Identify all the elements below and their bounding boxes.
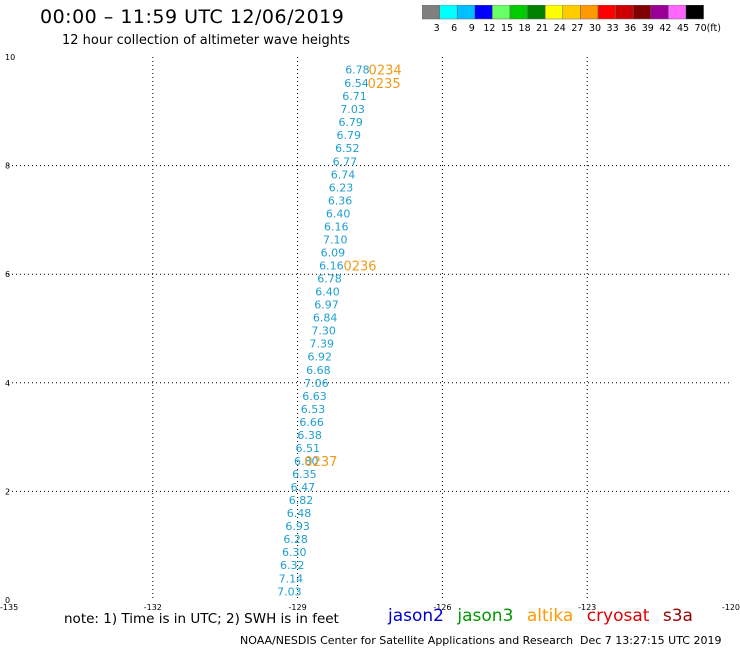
wave-height-point: 6.84 [313,312,338,325]
color-scale-label: 70 [695,23,707,34]
color-scale-swatch [685,5,704,20]
x-tick-label: -126 [433,603,451,612]
color-scale-label: 33 [607,23,619,34]
wave-height-point: 7.03 [277,585,302,598]
x-tick-label: -135 [0,603,18,612]
wave-height-point: 6.54 [344,77,369,90]
color-scale-legend: 3 6 9 12 15 18 21 24 27 30 33 36 39 42 45 70 (ft) [422,5,721,34]
x-tick-label: -120 [722,603,740,612]
wave-height-point: 6.32 [280,559,305,572]
color-scale-label: 45 [677,23,689,34]
wave-height-point: 6.38 [297,429,322,442]
wave-height-point: 6.71 [342,90,367,103]
wave-height-point: 6.68 [306,364,331,377]
x-tick-label: -132 [144,603,162,612]
y-tick-label: 6 [5,270,10,279]
satellite-legend: jason2 jason3 altika cryosat s3a [388,606,701,626]
footnote: note: 1) Time is in UTC; 2) SWH is in fe… [64,611,339,627]
color-scale-label: 18 [519,23,531,34]
wave-height-point: 6.79 [338,116,363,129]
wave-height-point: 6.93 [285,520,310,533]
satellite-cryosat: cryosat [586,606,650,626]
y-tick-label: 4 [5,379,10,388]
color-scale-label: 15 [501,23,513,34]
wave-height-point: 6.77 [333,155,358,168]
wave-height-point: 6.97 [314,299,339,312]
wave-height-point: 6.40 [315,286,340,299]
color-scale-label: 12 [483,23,495,34]
wave-height-point: 6.66 [299,416,324,429]
time-label: 0236 [343,260,376,275]
wave-height-point: 7.39 [309,338,334,351]
wave-height-point: 6.53 [301,403,326,416]
wave-height-point: 6.35 [292,468,317,481]
wave-height-point: 7.03 [340,103,365,116]
color-scale-label: 42 [659,23,671,34]
wave-height-point: 6.78 [345,63,370,76]
wave-height-point: 6.09 [321,246,346,259]
wave-height-point: 6.82 [289,494,314,507]
color-scale-label: 21 [536,23,548,34]
wave-height-point: 7.14 [279,572,304,585]
wave-height-point: 6.47 [291,481,316,494]
wave-height-point: 6.48 [287,507,312,520]
y-tick-label: 0 [5,596,10,605]
wave-height-point: 6.51 [295,442,320,455]
wave-height-point: 6.36 [328,194,353,207]
wave-height-point: 6.52 [335,142,360,155]
wave-height-point: 7.30 [311,325,336,338]
satellite-jason2: jason2 [388,606,444,626]
wave-height-point: 6.78 [317,273,342,286]
color-scale-label: 6 [451,23,457,34]
wave-height-point: 6.79 [337,129,362,142]
y-tick-label: 8 [5,162,10,171]
x-tick-label: -129 [289,603,307,612]
color-scale-label: 9 [469,23,475,34]
time-label: 0234 [369,63,402,78]
wave-height-point: 6.16 [324,220,349,233]
wave-height-point: 6.23 [329,181,354,194]
chart-title: 00:00 – 11:59 UTC 12/06/2019 [40,6,345,28]
satellite-s3a: s3a [662,606,693,626]
wave-height-point: 6.40 [326,207,351,220]
y-tick-label: 10 [5,53,15,62]
time-label: 0237 [304,455,337,470]
wave-height-point: 6.16 [319,260,344,273]
x-tick-label: -123 [578,603,596,612]
satellite-altika: altika [526,606,574,626]
wave-height-point: 6.80 [294,455,319,468]
color-scale-unit: (ft) [707,23,721,34]
wave-height-point: 6.28 [283,533,308,546]
credit-line: NOAA/NESDIS Center for Satellite Applica… [240,634,574,647]
wave-height-point: 6.63 [302,390,327,403]
color-scale-label: 39 [642,23,654,34]
wave-height-point: 7.06 [304,377,329,390]
color-scale-label: 24 [554,23,566,34]
chart-subtitle: 12 hour collection of altimeter wave hei… [62,33,350,48]
y-tick-label: 2 [5,487,10,496]
wave-height-point: 6.30 [282,546,307,559]
wave-height-point: 6.74 [331,168,356,181]
time-label: 0235 [368,77,401,92]
wave-height-point: 6.92 [308,351,333,364]
color-scale-label: 3 [434,23,440,34]
color-scale-label: 30 [589,23,601,34]
color-scale-label: 36 [624,23,636,34]
satellite-jason3: jason3 [457,606,514,626]
color-scale-label: 27 [571,23,583,34]
wave-height-point: 7.10 [323,233,348,246]
generation-timestamp: Dec 7 13:27:15 UTC 2019 [580,634,722,647]
